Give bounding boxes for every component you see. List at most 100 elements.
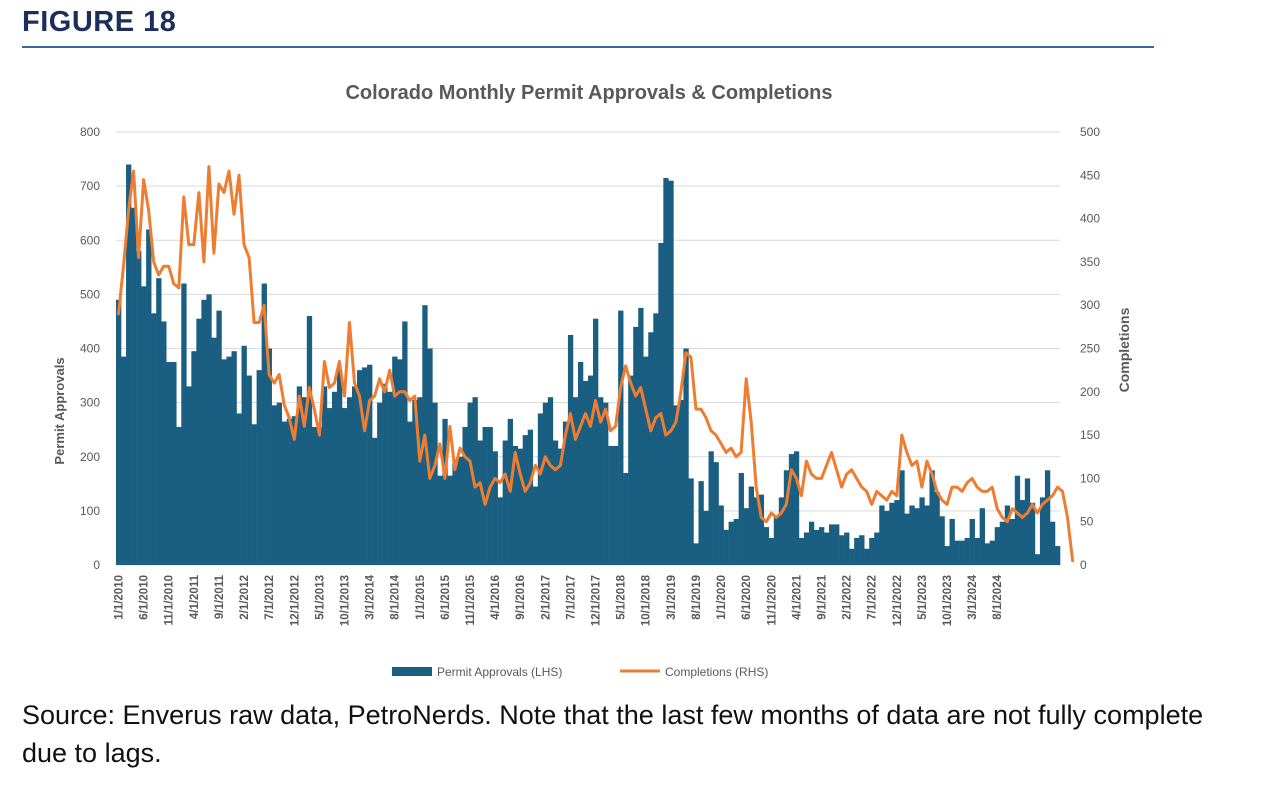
permit-bar <box>628 375 634 565</box>
permit-bar <box>191 351 197 565</box>
permit-bar <box>829 524 835 565</box>
x-axis-ticks: 1/1/2010 6/1/2010 11/1/2010 4/1/2011 9/1/201… <box>114 574 1005 626</box>
permit-bar <box>703 510 709 566</box>
permit-bar <box>547 397 554 565</box>
permit-bar <box>688 478 694 565</box>
permit-bar <box>126 164 132 565</box>
x-tick-label: 2/1/2022 <box>842 575 854 620</box>
permit-bar <box>864 548 870 565</box>
permit-bar <box>919 497 925 565</box>
permit-bar <box>236 413 242 565</box>
x-tick-label: 11/1/2015 <box>465 574 477 625</box>
left-axis-label: Permit Approvals <box>52 357 67 464</box>
permit-bar <box>643 356 649 565</box>
permit-bar <box>447 475 453 565</box>
permit-bar <box>874 532 880 565</box>
completions-line <box>117 165 1075 563</box>
permit-bar <box>768 537 775 565</box>
permit-bar <box>859 535 865 565</box>
right-tick-label: 450 <box>1080 168 1100 182</box>
left-tick-label: 100 <box>80 504 100 518</box>
x-tick-label: 7/1/2022 <box>867 575 879 620</box>
permit-bar <box>522 435 529 565</box>
x-tick-label: 7/1/2012 <box>264 575 276 620</box>
permit-bar <box>482 426 488 565</box>
legend: Permit Approvals (LHS) Completions (RHS) <box>392 665 768 679</box>
figure-rule <box>22 46 1154 48</box>
permit-bar <box>186 386 192 565</box>
right-tick-label: 150 <box>1080 428 1100 442</box>
permit-bar <box>673 405 679 565</box>
permit-bar <box>593 318 599 565</box>
permit-bar <box>276 402 282 566</box>
permit-bar <box>427 348 433 565</box>
permit-bar <box>281 421 288 565</box>
right-axis-ticks: 0 50 100 150 200 250 300 350 400 450 500 <box>1080 125 1100 572</box>
permit-bar <box>869 537 875 565</box>
permit-bar <box>477 440 483 565</box>
left-tick-label: 500 <box>80 287 100 301</box>
permit-bar <box>1039 497 1046 565</box>
permit-bar <box>994 527 1001 565</box>
permit-bar <box>778 497 785 565</box>
permit-bar <box>201 299 207 565</box>
permit-bar <box>839 535 845 565</box>
permit-bar <box>452 459 458 565</box>
permit-bar <box>156 278 162 565</box>
permit-bar <box>658 242 664 565</box>
permit-bar <box>1034 554 1041 565</box>
permit-bar <box>246 375 252 565</box>
x-tick-label: 12/1/2017 <box>591 575 603 626</box>
right-tick-label: 500 <box>1080 125 1100 139</box>
permit-bar <box>638 307 644 565</box>
permit-bar <box>899 470 905 565</box>
permit-bar <box>999 521 1006 565</box>
permit-bar <box>321 386 328 565</box>
permit-bar <box>603 402 609 566</box>
permit-bar <box>346 397 353 565</box>
permit-bar <box>889 502 895 565</box>
left-tick-label: 700 <box>80 179 100 193</box>
permit-bar <box>924 505 930 565</box>
permit-bar <box>131 207 137 565</box>
permit-bar <box>944 546 950 565</box>
legend-bar-swatch <box>392 667 432 676</box>
permit-bar <box>1009 518 1016 565</box>
permit-bar <box>698 481 704 565</box>
legend-bar-label: Permit Approvals (LHS) <box>437 665 562 679</box>
permit-bar <box>849 548 855 565</box>
x-tick-label: 10/1/2013 <box>340 575 352 626</box>
permit-bar <box>1024 478 1031 565</box>
chart-title: Colorado Monthly Permit Approvals & Comp… <box>345 82 832 104</box>
x-tick-label: 6/1/2015 <box>440 574 452 619</box>
permit-bar <box>457 456 463 565</box>
permit-bar <box>733 518 739 565</box>
permit-bar <box>818 527 825 565</box>
permit-bar <box>954 540 960 565</box>
permit-bar <box>487 426 493 565</box>
permit-bar <box>407 421 413 565</box>
permit-bar <box>572 397 579 565</box>
permit-bar <box>442 418 448 565</box>
x-tick-label: 3/1/2014 <box>365 574 377 619</box>
permit-bar <box>377 402 383 566</box>
permit-bar <box>241 345 247 565</box>
x-tick-label: 1/1/2010 <box>114 575 126 620</box>
permit-bar <box>989 540 996 565</box>
permit-bar <box>708 451 714 565</box>
permit-bar <box>196 318 202 565</box>
permit-bar <box>648 332 654 565</box>
x-tick-label: 2/1/2017 <box>540 575 552 620</box>
permit-bar <box>512 445 518 565</box>
permit-bar <box>979 508 985 565</box>
permit-bar <box>613 445 619 565</box>
permit-bar <box>728 521 734 565</box>
permit-bar <box>1049 521 1056 565</box>
x-tick-label: 8/1/2024 <box>992 574 1004 619</box>
permit-bar <box>286 418 293 565</box>
permit-bar <box>663 178 669 565</box>
permit-bar <box>542 402 549 566</box>
x-tick-label: 11/1/2010 <box>164 575 176 626</box>
permit-bar <box>1019 500 1026 565</box>
permit-bar <box>206 294 212 566</box>
